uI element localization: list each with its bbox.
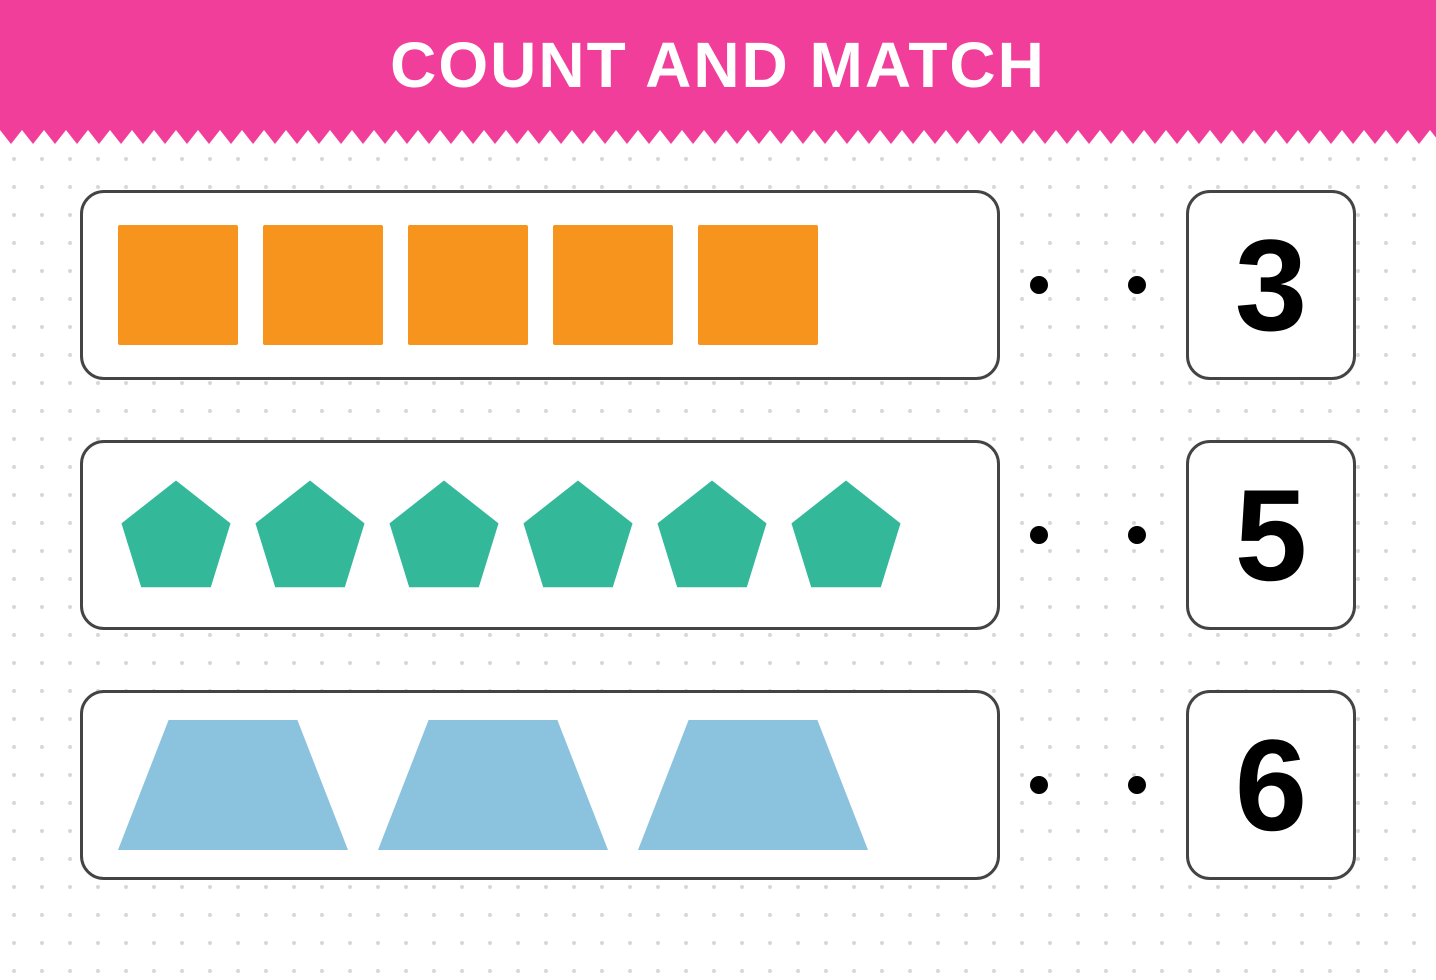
trapezoid-shape: [638, 720, 868, 850]
match-dots[interactable]: [1000, 776, 1186, 794]
pentagon-shape: [252, 477, 368, 593]
pentagon-shape: [386, 477, 502, 593]
trapezoid-shape: [378, 720, 608, 850]
match-dot[interactable]: [1128, 276, 1146, 294]
pentagon-shape: [118, 477, 234, 593]
worksheet-content: 3 5 6: [0, 130, 1436, 880]
match-dots[interactable]: [1000, 526, 1186, 544]
page-title: COUNT AND MATCH: [390, 28, 1046, 102]
match-dot[interactable]: [1128, 526, 1146, 544]
shape-box[interactable]: [80, 690, 1000, 880]
worksheet-row: 6: [80, 690, 1376, 880]
match-dots[interactable]: [1000, 276, 1186, 294]
match-dot[interactable]: [1030, 276, 1048, 294]
worksheet-row: 3: [80, 190, 1376, 380]
answer-number: 3: [1235, 210, 1307, 360]
square-shape: [408, 225, 528, 345]
square-shape: [698, 225, 818, 345]
header-banner: COUNT AND MATCH: [0, 0, 1436, 130]
pentagon-shape: [788, 477, 904, 593]
square-shape: [118, 225, 238, 345]
match-dot[interactable]: [1128, 776, 1146, 794]
match-dot[interactable]: [1030, 526, 1048, 544]
answer-number: 6: [1235, 710, 1307, 860]
number-box[interactable]: 5: [1186, 440, 1356, 630]
number-box[interactable]: 6: [1186, 690, 1356, 880]
pentagon-shape: [520, 477, 636, 593]
trapezoid-shape: [118, 720, 348, 850]
pentagon-shape: [654, 477, 770, 593]
square-shape: [553, 225, 673, 345]
shape-box[interactable]: [80, 190, 1000, 380]
number-box[interactable]: 3: [1186, 190, 1356, 380]
answer-number: 5: [1235, 460, 1307, 610]
shape-box[interactable]: [80, 440, 1000, 630]
match-dot[interactable]: [1030, 776, 1048, 794]
worksheet-row: 5: [80, 440, 1376, 630]
square-shape: [263, 225, 383, 345]
